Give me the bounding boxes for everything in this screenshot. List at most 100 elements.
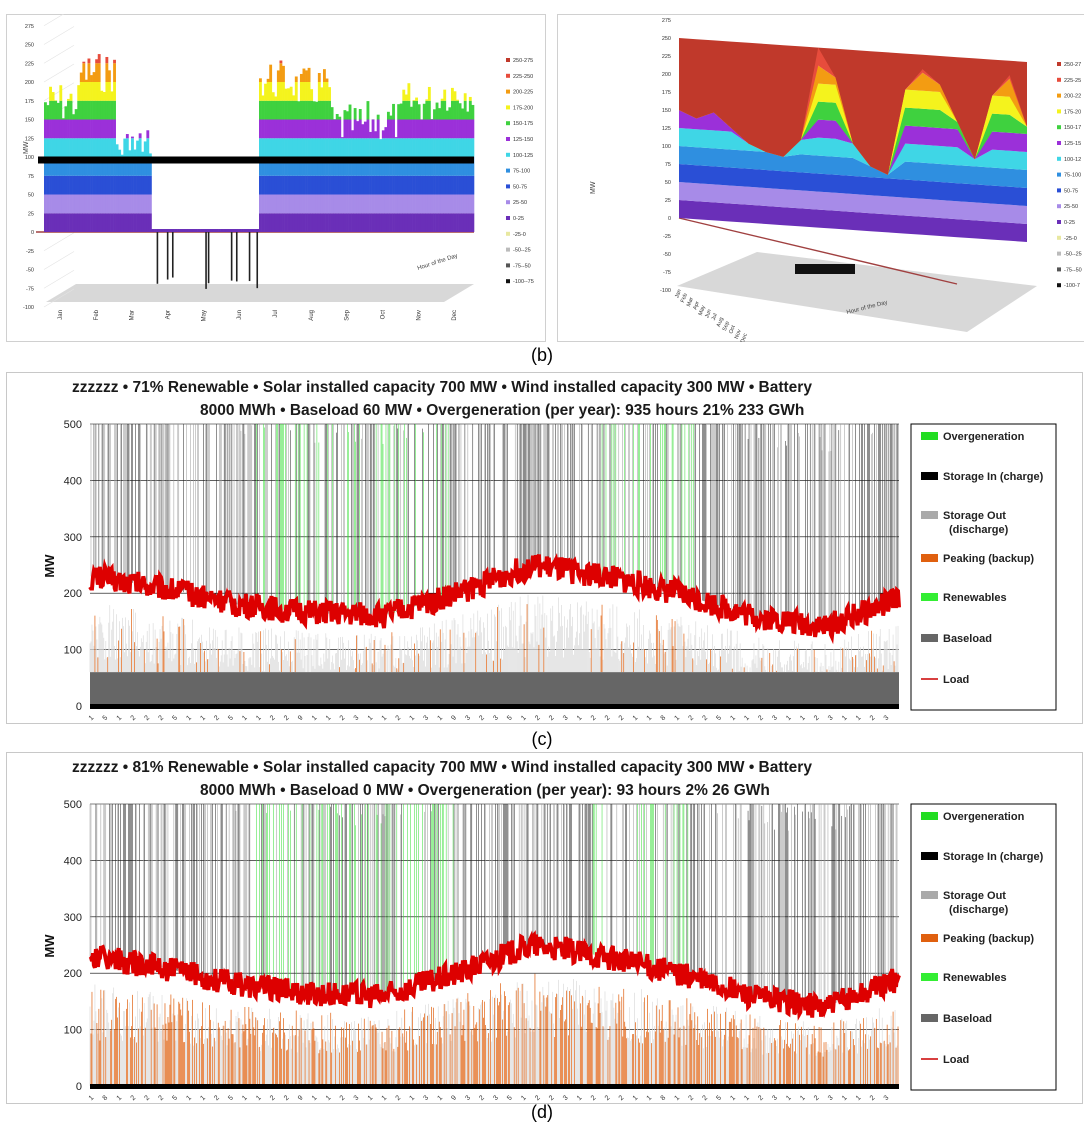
month-series-jun [223, 229, 260, 289]
x-tick-label: 1 [241, 1094, 249, 1102]
legend-label: Load [943, 1054, 969, 1066]
legend-swatch [506, 231, 510, 236]
x-tick-label: 3 [422, 1094, 430, 1102]
legend-swatch [506, 263, 510, 268]
legend-label: -75--50 [1064, 267, 1082, 273]
x-tick-label: 9 [450, 1094, 458, 1102]
x-tick-label: 2 [701, 714, 709, 722]
x-tick-label: Jun [237, 310, 243, 320]
legend-swatch [921, 432, 938, 440]
x-tick-label: 1 [409, 1094, 417, 1102]
y-tick-label: 75 [28, 174, 34, 180]
x-tick-label: 2 [687, 1094, 695, 1102]
y-tick-label: 0 [76, 1081, 82, 1093]
x-tick-label: 2 [339, 714, 347, 722]
legend-label: Baseload [943, 1013, 992, 1025]
legend-swatch [1057, 251, 1061, 256]
x-tick-label: 3 [827, 714, 835, 722]
x-tick-label: 5 [171, 714, 179, 722]
negative-band [795, 264, 855, 274]
baseload-band [90, 672, 899, 706]
legend-swatch [1057, 220, 1061, 224]
x-tick-label: 3 [464, 1094, 472, 1102]
caption-c: (c) [531, 729, 553, 749]
x-tick-label: Jul [273, 310, 279, 318]
legend-swatch [921, 472, 938, 480]
x-axis-bar [90, 1084, 899, 1089]
x-tick-label: 5 [227, 1094, 235, 1102]
month-series-apr [151, 229, 188, 284]
y-tick-label: -75 [663, 270, 671, 276]
legend-swatch [921, 812, 938, 820]
legend-swatch [921, 852, 938, 860]
x-tick-label: 2 [157, 1094, 165, 1102]
y-tick-label: -25 [663, 234, 671, 240]
x-tick-label: 2 [590, 1094, 598, 1102]
load-line [88, 930, 901, 1021]
y-tick-label: 175 [25, 99, 34, 105]
x-tick-label: 1 [743, 1094, 751, 1102]
x-tick-label: 3 [562, 1094, 570, 1102]
x-tick-label: Jun [704, 309, 713, 319]
legend-swatch [1057, 62, 1061, 66]
chart-subtitle: 8000 MWh • Baseload 60 MW • Overgenerati… [200, 402, 804, 419]
legend-entry: Renewables [921, 592, 1007, 604]
x-tick-label: 2 [813, 1094, 821, 1102]
legend-entry: 150-175 [506, 121, 533, 127]
month-series-jan [44, 85, 81, 232]
legend-swatch [506, 105, 510, 110]
x-tick-label: Apr [692, 300, 701, 310]
chart-title: zzzzzz • 81% Renewable • Solar installed… [72, 759, 812, 776]
legend-entry: 125-15 [1057, 141, 1081, 147]
x-tick-label: 5 [102, 714, 110, 722]
y-tick-label: 500 [64, 799, 82, 811]
x-tick-label: 1 [841, 1094, 849, 1102]
x-tick-label: 1 [325, 714, 333, 722]
x-tick-label: 2 [534, 714, 542, 722]
x-tick-label: 2 [604, 714, 612, 722]
x-tick-label: Apr [165, 310, 171, 319]
x-tick-label: 2 [339, 1094, 347, 1102]
legend-swatch [921, 634, 938, 642]
y-tick-label: 275 [662, 18, 671, 24]
x-tick-label: 5 [506, 1094, 514, 1102]
x-tick-label: 3 [492, 714, 500, 722]
x-tick-label: 3 [883, 1094, 891, 1102]
y-tick-label: 25 [665, 198, 671, 204]
x-tick-label: 2 [213, 1094, 221, 1102]
legend-label: Storage In (charge) [943, 471, 1044, 483]
x-tick-label: Jan [674, 289, 683, 299]
legend-label: 225-25 [1064, 78, 1081, 84]
x-tick-label: 5 [715, 1094, 723, 1102]
y-tick-label: 200 [64, 588, 82, 600]
x-tick-label: 3 [771, 1094, 779, 1102]
surface-band [679, 128, 1027, 175]
legend-entry: 250-27 [1057, 62, 1081, 68]
legend-label: 150-175 [513, 121, 533, 127]
legend-swatch [506, 73, 510, 78]
x-tick-label: Sep [722, 321, 731, 332]
legend-label: 75-100 [513, 169, 530, 175]
heatmap-legend: 250-27 225-25 200-22 175-20 150-17 125-15 100-… [1057, 62, 1082, 289]
legend-swatch [506, 216, 510, 220]
legend-entry: 25-50 [506, 200, 527, 206]
y-tick-label: 300 [64, 532, 82, 544]
y-tick-label: 175 [662, 90, 671, 96]
x-tick-label: 3 [771, 714, 779, 722]
x-tick-label: 3 [492, 1094, 500, 1102]
legend-label: 50-75 [1064, 188, 1078, 194]
chart-b-right: MW Hour of the Day 275250225200175150125… [557, 14, 1084, 342]
x-tick-label: 1 [436, 1094, 444, 1102]
surface-band [679, 182, 1027, 224]
y-tick-label: 400 [64, 475, 82, 487]
x-tick-label: Sep [345, 309, 351, 320]
x-tick-label: 2 [618, 1094, 626, 1102]
legend-entry: -25-0 [1057, 235, 1077, 242]
legend-swatch [1057, 204, 1061, 209]
x-tick-label: 1 [855, 714, 863, 722]
legend-label: -50--25 [513, 248, 531, 254]
surface-band [679, 200, 1027, 242]
x-tick-label: Nov [734, 328, 743, 339]
legend-entry: Load [921, 674, 969, 686]
